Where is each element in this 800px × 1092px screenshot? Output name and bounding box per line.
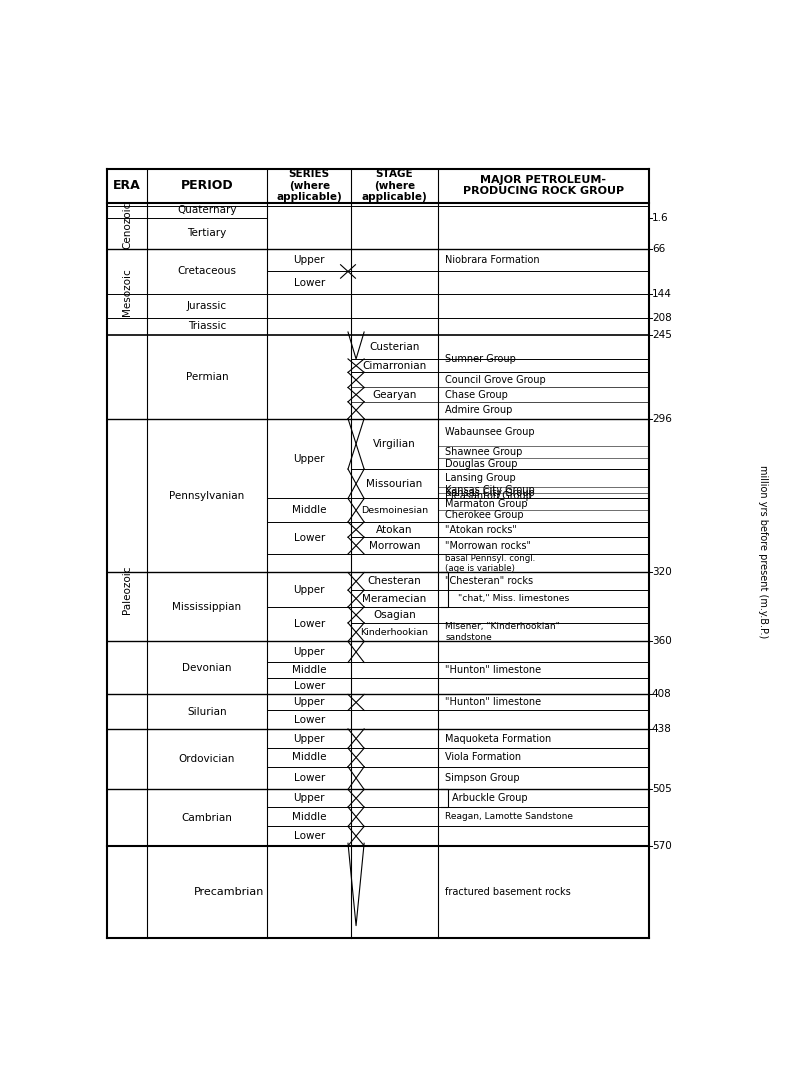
Text: 570: 570 xyxy=(652,841,671,851)
Text: 1.6: 1.6 xyxy=(652,213,669,223)
Text: Arbuckle Group: Arbuckle Group xyxy=(451,793,527,804)
Text: Middle: Middle xyxy=(292,665,326,675)
Text: Silurian: Silurian xyxy=(187,707,226,716)
Text: Pleasanton Group: Pleasanton Group xyxy=(446,490,532,500)
Text: Upper: Upper xyxy=(294,584,325,595)
Text: Lower: Lower xyxy=(294,277,325,288)
Text: Middle: Middle xyxy=(292,506,326,515)
Text: Wabaunsee Group: Wabaunsee Group xyxy=(446,427,535,438)
Text: 245: 245 xyxy=(652,330,672,340)
Text: Upper: Upper xyxy=(294,698,325,708)
Text: Kansas City Group: Kansas City Group xyxy=(446,488,535,498)
Text: Shawnee Group: Shawnee Group xyxy=(446,448,522,458)
Text: Lansing Group: Lansing Group xyxy=(446,473,516,483)
Text: fractured basement rocks: fractured basement rocks xyxy=(446,887,571,897)
Text: basal Pennsyl. congl.
(age is variable): basal Pennsyl. congl. (age is variable) xyxy=(446,554,535,573)
Text: Lower: Lower xyxy=(294,533,325,543)
Text: Kinderhookian: Kinderhookian xyxy=(361,628,429,637)
Text: Chesteran: Chesteran xyxy=(368,577,422,586)
Text: Osagian: Osagian xyxy=(373,610,416,620)
Text: Douglas Group: Douglas Group xyxy=(446,459,518,468)
Text: Cenozoic: Cenozoic xyxy=(122,202,132,249)
Text: Cambrian: Cambrian xyxy=(182,812,232,822)
Text: Cimarronian: Cimarronian xyxy=(362,360,426,370)
Text: "Chesteran" rocks: "Chesteran" rocks xyxy=(446,577,534,586)
Text: Quaternary: Quaternary xyxy=(178,205,237,215)
Text: "Hunton" limestone: "Hunton" limestone xyxy=(446,665,542,675)
Text: Lower: Lower xyxy=(294,773,325,783)
Text: Lower: Lower xyxy=(294,619,325,629)
Text: Marmaton Group: Marmaton Group xyxy=(446,499,528,509)
Text: Cherokee Group: Cherokee Group xyxy=(446,510,524,520)
Text: Lower: Lower xyxy=(294,681,325,691)
Text: Upper: Upper xyxy=(294,793,325,804)
Text: PERIOD: PERIOD xyxy=(181,179,234,192)
Text: Kansas City Group: Kansas City Group xyxy=(446,485,535,495)
Text: 408: 408 xyxy=(652,689,671,699)
Text: 320: 320 xyxy=(652,568,671,578)
Text: Niobrara Formation: Niobrara Formation xyxy=(446,256,540,265)
Text: Jurassic: Jurassic xyxy=(187,301,227,311)
Text: Tertiary: Tertiary xyxy=(187,228,226,238)
Text: Upper: Upper xyxy=(294,453,325,463)
Text: ERA: ERA xyxy=(113,179,141,192)
Text: "chat," Miss. limestones: "chat," Miss. limestones xyxy=(458,594,569,603)
Text: Chase Group: Chase Group xyxy=(446,390,508,400)
Text: "Hunton" limestone: "Hunton" limestone xyxy=(446,698,542,708)
Text: Gearyan: Gearyan xyxy=(372,391,417,401)
Text: Ordovician: Ordovician xyxy=(178,755,235,764)
Text: Middle: Middle xyxy=(292,752,326,762)
Text: 296: 296 xyxy=(652,414,672,424)
Text: Mesozoic: Mesozoic xyxy=(122,268,132,316)
Text: Upper: Upper xyxy=(294,734,325,744)
Text: Reagan, Lamotte Sandstone: Reagan, Lamotte Sandstone xyxy=(446,812,574,821)
Text: 208: 208 xyxy=(652,312,671,323)
Text: MAJOR PETROLEUM-
PRODUCING ROCK GROUP: MAJOR PETROLEUM- PRODUCING ROCK GROUP xyxy=(462,175,624,197)
Text: Viola Formation: Viola Formation xyxy=(446,752,522,762)
Text: Missourian: Missourian xyxy=(366,478,422,489)
Text: Morrowan: Morrowan xyxy=(369,541,420,550)
Text: Atokan: Atokan xyxy=(376,524,413,535)
Text: Upper: Upper xyxy=(294,256,325,265)
Text: Permian: Permian xyxy=(186,371,228,381)
Text: Mississippian: Mississippian xyxy=(172,602,242,612)
Text: 360: 360 xyxy=(652,637,671,646)
Text: Council Grove Group: Council Grove Group xyxy=(446,375,546,384)
Text: SERIES
(where
applicable): SERIES (where applicable) xyxy=(276,169,342,202)
Text: Middle: Middle xyxy=(292,811,326,822)
Text: 66: 66 xyxy=(652,244,665,253)
Text: 438: 438 xyxy=(652,724,672,734)
Text: Lower: Lower xyxy=(294,714,325,725)
Text: 144: 144 xyxy=(652,289,672,299)
Text: Precambrian: Precambrian xyxy=(194,887,265,897)
Text: Triassic: Triassic xyxy=(188,321,226,331)
Text: Paleozoic: Paleozoic xyxy=(122,566,132,615)
Text: "Atokan rocks": "Atokan rocks" xyxy=(446,524,518,535)
Text: Pennsylvanian: Pennsylvanian xyxy=(170,490,245,500)
Text: Cretaceous: Cretaceous xyxy=(178,266,237,276)
Text: Meramecian: Meramecian xyxy=(362,594,426,604)
Text: Upper: Upper xyxy=(294,646,325,657)
Text: 505: 505 xyxy=(652,784,671,794)
Text: Virgilian: Virgilian xyxy=(373,439,416,449)
Text: Lower: Lower xyxy=(294,831,325,841)
Text: Custerian: Custerian xyxy=(370,342,420,352)
Text: Sumner Group: Sumner Group xyxy=(446,354,516,364)
Text: Devonian: Devonian xyxy=(182,663,232,673)
Text: STAGE
(where
applicable): STAGE (where applicable) xyxy=(362,169,427,202)
Text: Misener, "Kinderhookian"
sandstone: Misener, "Kinderhookian" sandstone xyxy=(446,622,560,642)
Text: "Morrowan rocks": "Morrowan rocks" xyxy=(446,541,531,550)
Text: Simpson Group: Simpson Group xyxy=(446,773,520,783)
Text: Desmoinesian: Desmoinesian xyxy=(361,506,428,514)
Text: million yrs before present (m.y.B.P.): million yrs before present (m.y.B.P.) xyxy=(758,465,769,638)
Text: Maquoketa Formation: Maquoketa Formation xyxy=(446,734,551,744)
Text: Admire Group: Admire Group xyxy=(446,405,513,415)
